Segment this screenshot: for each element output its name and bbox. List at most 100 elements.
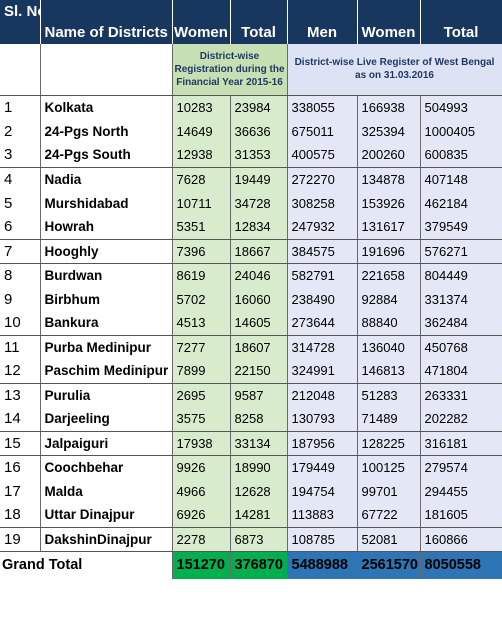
live-women-cell: 92884	[357, 287, 421, 311]
grand-total-reg-women: 151270	[172, 550, 231, 579]
live-men-cell: 314728	[287, 335, 358, 359]
live-total-cell: 331374	[420, 287, 502, 311]
reg-women-cell: 7277	[172, 335, 231, 359]
district-sl-no: 3	[0, 143, 41, 168]
reg-women-cell: 9926	[172, 455, 231, 479]
table-row: 1 Kolkata 10283 23984 338055 166938 504993	[0, 95, 502, 119]
table-row: 18 Uttar Dinajpur 6926 14281 113883 67722 1816…	[0, 503, 502, 528]
district-sl-no: 1	[0, 95, 41, 119]
live-total-cell: 202282	[420, 407, 502, 432]
live-total-cell: 263331	[420, 383, 502, 407]
district-name: Coochbehar	[40, 455, 173, 479]
reg-women-cell: 6926	[172, 503, 231, 528]
live-men-cell: 194754	[287, 479, 358, 503]
table-row: 14 Darjeeling 3575 8258 130793 71489 202282	[0, 407, 502, 432]
district-name: 24-Pgs North	[40, 119, 173, 143]
live-men-cell: 324991	[287, 359, 358, 384]
table-row: 2 24-Pgs North 14649 36636 675011 325394 10004…	[0, 119, 502, 143]
sub-blank-sl	[0, 44, 41, 96]
reg-total-cell: 31353	[230, 143, 288, 168]
live-men-cell: 212048	[287, 383, 358, 407]
live-men-cell: 187956	[287, 431, 358, 456]
district-name: 24-Pgs South	[40, 143, 173, 168]
district-name: Purba Medinipur	[40, 335, 173, 359]
reg-women-cell: 10283	[172, 95, 231, 119]
reg-women-cell: 17938	[172, 431, 231, 456]
reg-women-cell: 7899	[172, 359, 231, 384]
column-header-row: Sl. No. Name of Districts Women Total Me…	[0, 0, 502, 44]
live-women-cell: 221658	[357, 263, 421, 287]
reg-total-cell: 22150	[230, 359, 288, 384]
table-row: 19 DakshinDinajpur 2278 6873 108785 52081 1608…	[0, 527, 502, 552]
live-total-cell: 362484	[420, 311, 502, 336]
live-women-cell: 325394	[357, 119, 421, 143]
live-women-cell: 52081	[357, 527, 421, 552]
reg-total-cell: 34728	[230, 191, 288, 215]
district-sl-no: 8	[0, 263, 41, 287]
live-men-cell: 179449	[287, 455, 358, 479]
header-reg-women: Women	[172, 0, 231, 44]
reg-women-cell: 5351	[172, 215, 231, 240]
district-sl-no: 14	[0, 407, 41, 432]
district-sl-no: 13	[0, 383, 41, 407]
district-sl-no: 12	[0, 359, 41, 384]
live-total-cell: 471804	[420, 359, 502, 384]
live-total-cell: 316181	[420, 431, 502, 456]
live-women-cell: 131617	[357, 215, 421, 240]
table-row: 4 Nadia 7628 19449 272270 134878 407148	[0, 167, 502, 191]
live-women-cell: 100125	[357, 455, 421, 479]
reg-total-cell: 16060	[230, 287, 288, 311]
district-name: Paschim Medinipur	[40, 359, 173, 384]
table-row: 16 Coochbehar 9926 18990 179449 100125 279574	[0, 455, 502, 479]
table-row: 17 Malda 4966 12628 194754 99701 294455	[0, 479, 502, 503]
district-name: Hooghly	[40, 239, 173, 264]
live-men-cell: 675011	[287, 119, 358, 143]
live-total-cell: 804449	[420, 263, 502, 287]
reg-total-cell: 23984	[230, 95, 288, 119]
live-men-cell: 400575	[287, 143, 358, 168]
reg-women-cell: 4513	[172, 311, 231, 336]
district-name: Bankura	[40, 311, 173, 336]
reg-total-cell: 24046	[230, 263, 288, 287]
district-name: Murshidabad	[40, 191, 173, 215]
table-row: 10 Bankura 4513 14605 273644 88840 362484	[0, 311, 502, 336]
live-men-cell: 338055	[287, 95, 358, 119]
header-live-total: Total	[420, 0, 502, 44]
district-sl-no: 7	[0, 239, 41, 264]
live-total-cell: 279574	[420, 455, 502, 479]
reg-women-cell: 14649	[172, 119, 231, 143]
registration-section-label: District-wise Registration during the Fi…	[172, 44, 288, 96]
district-name: DakshinDinajpur	[40, 527, 173, 552]
live-women-cell: 200260	[357, 143, 421, 168]
live-total-cell: 181605	[420, 503, 502, 528]
live-total-cell: 160866	[420, 527, 502, 552]
live-total-cell: 1000405	[420, 119, 502, 143]
reg-total-cell: 18607	[230, 335, 288, 359]
district-name: Birbhum	[40, 287, 173, 311]
reg-total-cell: 14605	[230, 311, 288, 336]
live-total-cell: 450768	[420, 335, 502, 359]
section-header-row: District-wise Registration during the Fi…	[0, 44, 502, 96]
district-name: Nadia	[40, 167, 173, 191]
live-women-cell: 134878	[357, 167, 421, 191]
table-row: 3 24-Pgs South 12938 31353 400575 200260 60083…	[0, 143, 502, 168]
district-name: Howrah	[40, 215, 173, 240]
reg-women-cell: 5702	[172, 287, 231, 311]
district-sl-no: 4	[0, 167, 41, 191]
district-name: Jalpaiguri	[40, 431, 173, 456]
sub-blank-name	[40, 44, 173, 96]
live-women-cell: 99701	[357, 479, 421, 503]
district-sl-no: 19	[0, 527, 41, 552]
header-live-women: Women	[357, 0, 421, 44]
live-men-cell: 582791	[287, 263, 358, 287]
reg-women-cell: 7396	[172, 239, 231, 264]
reg-women-cell: 4966	[172, 479, 231, 503]
district-sl-no: 6	[0, 215, 41, 240]
district-sl-no: 15	[0, 431, 41, 456]
district-name: Darjeeling	[40, 407, 173, 432]
district-name: Kolkata	[40, 95, 173, 119]
reg-total-cell: 6873	[230, 527, 288, 552]
live-women-cell: 153926	[357, 191, 421, 215]
live-total-cell: 407148	[420, 167, 502, 191]
reg-total-cell: 14281	[230, 503, 288, 528]
